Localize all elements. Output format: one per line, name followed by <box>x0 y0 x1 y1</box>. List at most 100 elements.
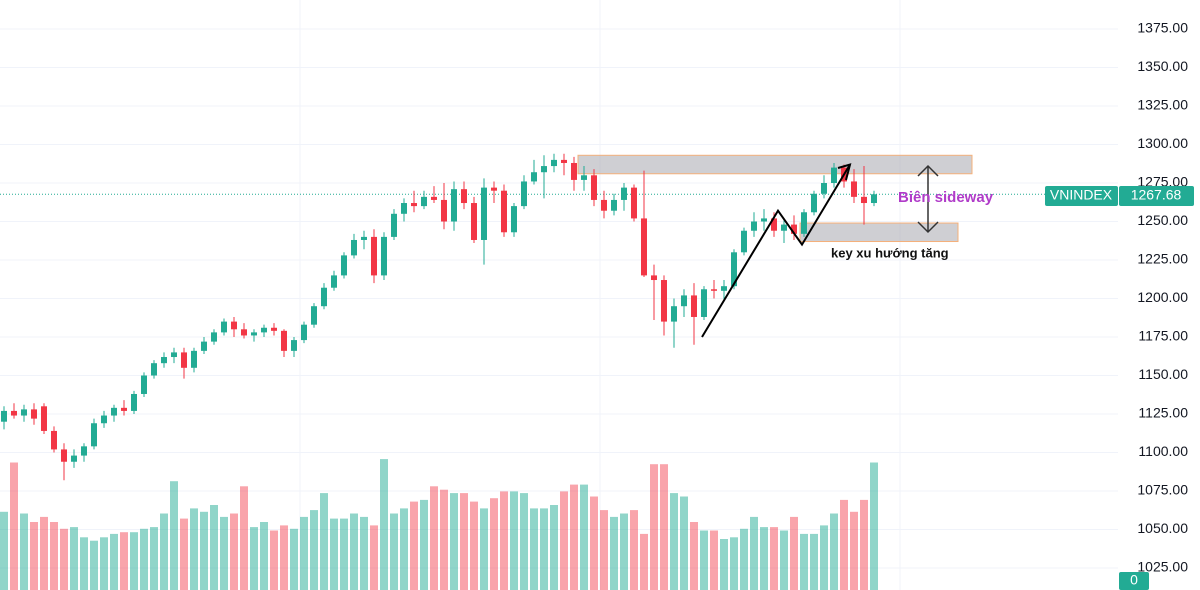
candle-body <box>491 187 497 191</box>
volume-bar <box>870 462 878 590</box>
volume-bar <box>830 513 838 590</box>
y-tick-label: 1250.00 <box>1137 212 1188 228</box>
volume-bar <box>860 499 868 590</box>
volume-bar <box>50 522 58 590</box>
candle-body <box>501 190 507 233</box>
volume-bar <box>410 501 418 590</box>
volume-bar <box>340 518 348 590</box>
candle-body <box>621 187 627 200</box>
last-price-label: VNINDEX 1267.68 <box>1045 186 1194 206</box>
candle-body <box>351 239 357 256</box>
volume-bar <box>170 481 178 590</box>
candle-body <box>61 449 67 462</box>
candle-body <box>781 224 787 231</box>
volume-bar <box>810 533 818 590</box>
y-tick-label: 1325.00 <box>1137 97 1188 113</box>
volume-bar <box>80 537 88 590</box>
volume-bar <box>540 508 548 590</box>
candle-body <box>771 218 777 231</box>
volume-bar <box>580 484 588 590</box>
volume-bar <box>600 510 608 590</box>
y-tick-label: 1125.00 <box>1138 405 1188 421</box>
volume-bar <box>660 464 668 590</box>
annotation-layer: Biên sideway key xu hướng tăng <box>701 163 994 338</box>
volume-bar <box>740 528 748 590</box>
candle-body <box>451 189 457 222</box>
volume-bar <box>250 527 258 590</box>
volume-bar <box>700 530 708 590</box>
zone <box>577 154 973 175</box>
volume-bar <box>360 516 368 590</box>
candle-body <box>311 306 317 325</box>
volume-bar <box>840 499 848 590</box>
candle-body <box>791 224 797 234</box>
candle-body <box>31 409 37 419</box>
candle-body <box>201 341 207 351</box>
volume-bar <box>850 511 858 590</box>
y-tick-label: 1025.00 <box>1137 559 1188 575</box>
volume-bar <box>760 527 768 590</box>
candle-body <box>321 287 327 307</box>
volume-bar <box>480 508 488 590</box>
candle-body <box>731 252 737 287</box>
candle-body <box>701 289 707 317</box>
volume-bar <box>150 527 158 590</box>
volume-bar <box>300 516 308 590</box>
y-tick-label: 1100.00 <box>1138 443 1188 459</box>
candle-body <box>591 175 597 200</box>
volume-bar <box>110 533 118 590</box>
candle-body <box>211 332 217 342</box>
candle-body <box>861 196 867 204</box>
volume-bar <box>320 493 328 590</box>
candle-body <box>421 196 427 207</box>
candle-body <box>531 172 537 182</box>
volume-bar <box>630 510 638 590</box>
candle-body <box>281 330 287 351</box>
y-tick-label: 1050.00 <box>1137 520 1188 536</box>
candle-body <box>131 393 137 411</box>
candle-body <box>341 255 347 276</box>
volume-bar <box>550 505 558 590</box>
volume-bar <box>290 528 298 590</box>
candle-body <box>331 275 337 288</box>
volume-bar <box>820 525 828 590</box>
candle-body <box>471 203 477 240</box>
volume-bar <box>770 527 778 590</box>
y-tick-label: 1275.00 <box>1137 174 1188 190</box>
candle-body <box>181 352 187 368</box>
volume-bar <box>220 516 228 590</box>
candle-body <box>81 446 87 456</box>
candle-body <box>221 321 227 333</box>
volume-bar <box>230 513 238 590</box>
last-price-name: VNINDEX <box>1050 187 1113 203</box>
candle-body <box>661 280 667 322</box>
candle-body <box>741 230 747 253</box>
candle-body <box>511 206 517 233</box>
y-tick-label: 1150.00 <box>1138 366 1188 382</box>
candle-body <box>71 455 77 462</box>
grid <box>0 0 1118 590</box>
volume-bar <box>530 508 538 590</box>
volume-bar <box>520 493 528 590</box>
volume-zero-label <box>1119 572 1149 590</box>
y-tick-label: 1350.00 <box>1137 58 1188 74</box>
candle-body <box>291 340 297 351</box>
volume-bar <box>100 537 108 590</box>
volume-bar <box>270 530 278 590</box>
candle-body <box>851 181 857 197</box>
volume-bar <box>70 527 78 590</box>
volume-bar <box>610 516 618 590</box>
candle-body <box>801 212 807 234</box>
candle-body <box>541 166 547 173</box>
volume-bar <box>240 486 248 590</box>
candle-body <box>551 159 557 167</box>
last-price-value: 1267.68 <box>1131 187 1182 203</box>
volume-bar <box>750 516 758 590</box>
candle-body <box>121 407 127 411</box>
volume-bar <box>10 462 18 590</box>
candle-body <box>521 181 527 207</box>
candle-body <box>41 406 47 431</box>
candle-body <box>461 189 467 204</box>
candle-body <box>411 203 417 207</box>
volume-bar <box>680 496 688 590</box>
